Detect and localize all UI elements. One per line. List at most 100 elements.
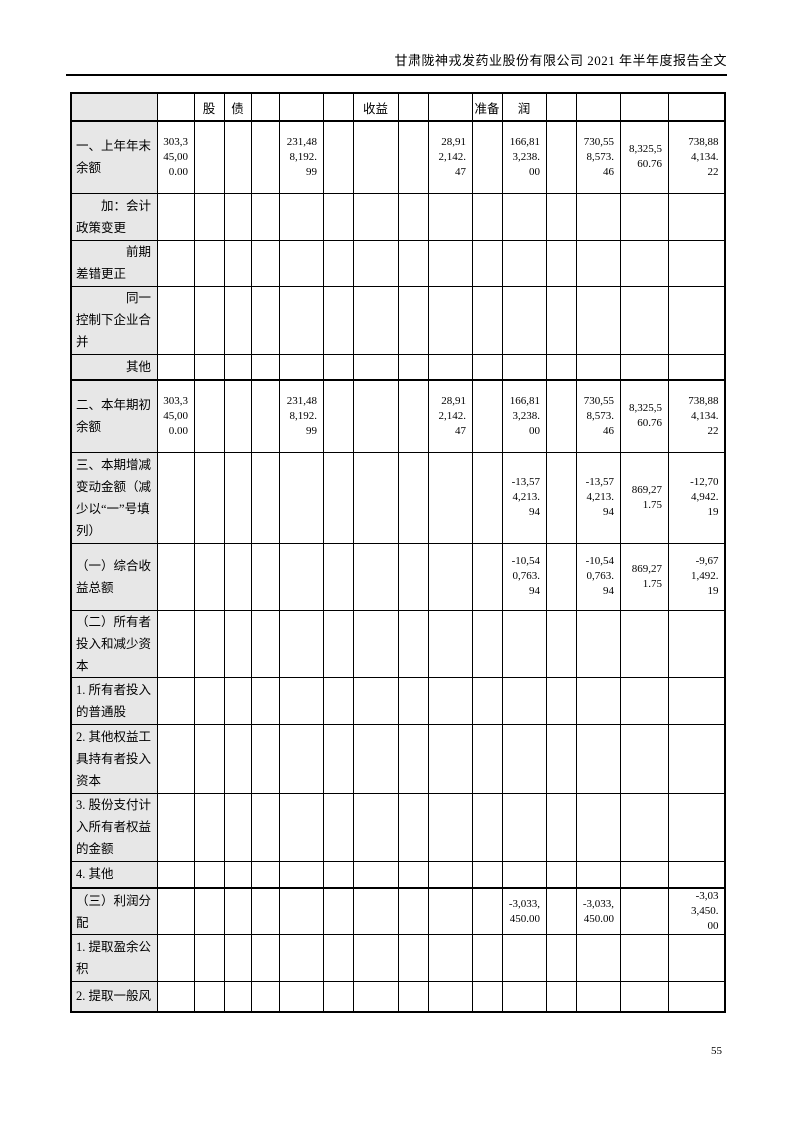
value-cell [193,192,225,241]
value-cell [322,120,354,194]
row-label-cell: 其他 [70,353,158,381]
header-fragment-cell [545,92,577,122]
value-cell [501,239,547,287]
value-cell [322,934,354,982]
header-fragment-cell [667,92,726,122]
value-cell [352,792,399,862]
value-cell [193,451,225,544]
value-cell [397,981,429,1012]
value-cell [223,723,252,794]
value-cell [352,239,399,287]
table-row: 1. 提取盈余公积 [70,934,726,982]
value-cell [667,285,726,355]
value-cell [223,239,252,287]
value-cell [250,792,280,862]
value-cell [193,723,225,794]
value-cell [471,792,503,862]
value-cell [156,860,195,889]
value-cell: 28,912,142.47 [427,379,473,453]
value-cell [545,676,577,725]
value-cell [278,676,324,725]
value-cell [667,609,726,678]
value-cell [619,609,669,678]
value-cell [322,353,354,381]
table-row: 3. 股份支付计入所有者权益的金额 [70,792,726,862]
table-body: 股债收益 准备润一、上年年末余额 303,345,000.00 231,488,192… [70,92,726,1012]
value-cell [352,353,399,381]
value-cell [250,887,280,935]
value-cell [278,792,324,862]
value-cell [278,192,324,241]
value-cell [427,860,473,889]
value-cell [278,239,324,287]
row-label-cell: 三、本期增减变动金额（减少以“一”号填列） [70,451,158,544]
value-cell: -13,574,213.94 [575,451,621,544]
value-cell: -3,033,450.00 [667,887,726,935]
value-cell [223,379,252,453]
value-cell: -12,704,942.19 [667,451,726,544]
value-cell [397,353,429,381]
value-cell [501,860,547,889]
value-cell [397,723,429,794]
value-cell [545,379,577,453]
value-cell [471,542,503,611]
value-cell [223,192,252,241]
value-cell [156,285,195,355]
value-cell [619,981,669,1012]
value-cell [471,285,503,355]
value-cell [667,676,726,725]
value-cell [619,860,669,889]
value-cell [322,192,354,241]
value-cell [545,353,577,381]
header-fragment-cell [278,92,324,122]
value-cell [427,542,473,611]
value-cell [575,285,621,355]
value-cell: 8,325,560.76 [619,379,669,453]
value-cell [427,239,473,287]
table-row: 4. 其他 [70,860,726,889]
header-fragment-cell: 准备 [471,92,503,122]
value-cell [575,934,621,982]
row-label-cell: 2. 其他权益工具持有者投入资本 [70,723,158,794]
value-cell [156,451,195,544]
value-cell [427,792,473,862]
value-cell [501,934,547,982]
value-cell [397,239,429,287]
value-cell [250,379,280,453]
table-row: （三）利润分配 -3,033,450.00 -3,033,450.00 -3,033,… [70,887,726,935]
value-cell [619,285,669,355]
row-label-cell: 3. 股份支付计入所有者权益的金额 [70,792,158,862]
value-cell [223,676,252,725]
value-cell [156,542,195,611]
value-cell [250,192,280,241]
table-row: 加：会计政策变更 [70,192,726,241]
row-label-cell: （一）综合收益总额 [70,542,158,611]
value-cell [250,609,280,678]
value-cell [322,860,354,889]
value-cell [545,542,577,611]
value-cell [619,239,669,287]
value-cell [471,451,503,544]
value-cell [427,887,473,935]
value-cell [471,676,503,725]
value-cell [250,676,280,725]
value-cell: -3,033,450.00 [575,887,621,935]
table-row: 其他 [70,353,726,381]
value-cell [575,792,621,862]
value-cell [193,120,225,194]
value-cell [223,451,252,544]
value-cell [545,120,577,194]
row-label-cell: 1. 提取盈余公积 [70,934,158,982]
row-label-cell: 前期差错更正 [70,239,158,287]
value-cell [667,353,726,381]
value-cell [575,723,621,794]
value-cell [352,192,399,241]
header-fragment-cell: 润 [501,92,547,122]
table-row: 前期差错更正 [70,239,726,287]
value-cell [322,609,354,678]
value-cell [193,609,225,678]
value-cell [471,120,503,194]
value-cell [250,723,280,794]
page-number: 55 [711,1045,722,1057]
value-cell [397,451,429,544]
